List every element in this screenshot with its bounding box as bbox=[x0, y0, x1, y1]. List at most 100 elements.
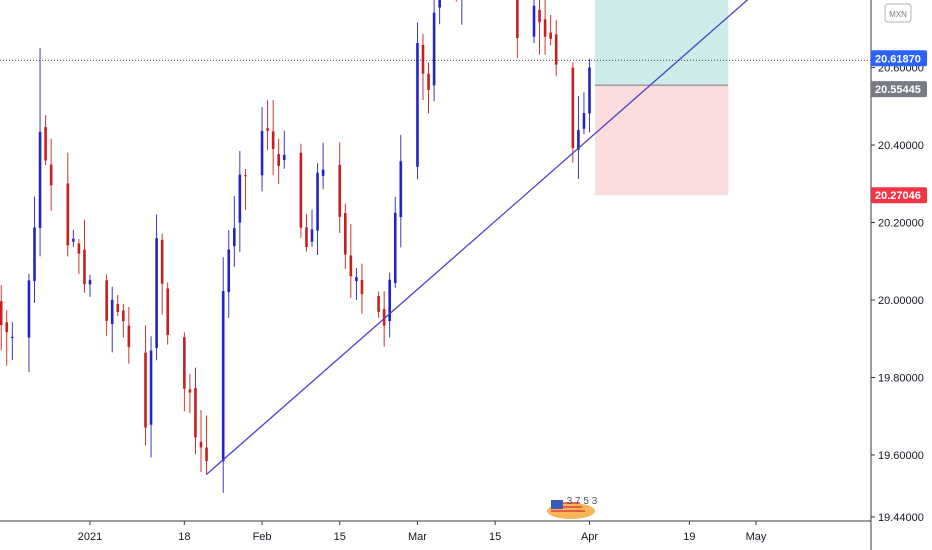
candle-body bbox=[299, 152, 303, 228]
candle-body bbox=[416, 43, 419, 167]
candle bbox=[416, 22, 419, 180]
candle-body bbox=[110, 299, 114, 324]
candle-body bbox=[543, 19, 547, 37]
candle-body bbox=[72, 238, 75, 242]
candle-body bbox=[105, 280, 108, 321]
x-tick-label: Apr bbox=[581, 531, 598, 543]
candle bbox=[461, 0, 463, 25]
candle-body bbox=[516, 0, 519, 38]
candle bbox=[110, 286, 114, 353]
candle-body bbox=[49, 164, 53, 186]
candle-body bbox=[571, 67, 575, 149]
candle bbox=[438, 0, 441, 25]
candle-body bbox=[338, 164, 342, 217]
candle-body bbox=[11, 336, 14, 338]
candle bbox=[393, 196, 397, 288]
y-tick-label: 20.40000 bbox=[878, 140, 924, 152]
position-zones[interactable] bbox=[595, 0, 729, 196]
candle-body bbox=[282, 154, 286, 161]
candle-body bbox=[377, 296, 380, 312]
candle bbox=[538, 0, 541, 55]
candle bbox=[432, 0, 436, 102]
profit-zone[interactable] bbox=[595, 0, 729, 86]
candle-body bbox=[360, 279, 364, 295]
candle-body bbox=[122, 310, 125, 322]
candle bbox=[516, 0, 519, 59]
candle bbox=[321, 142, 325, 190]
candle bbox=[88, 274, 92, 297]
x-tick-label: 15 bbox=[489, 531, 501, 543]
candle-body bbox=[33, 227, 36, 281]
stop-loss-tag-bg bbox=[871, 187, 927, 204]
candle-body bbox=[127, 325, 131, 347]
candle-body bbox=[160, 239, 164, 284]
candle bbox=[277, 138, 280, 185]
candle bbox=[571, 62, 575, 163]
x-tick-label: May bbox=[746, 531, 767, 543]
y-tick-label: 20.00000 bbox=[878, 295, 924, 307]
candle-body bbox=[538, 9, 541, 23]
trendline[interactable] bbox=[206, 0, 856, 475]
candle bbox=[305, 213, 308, 252]
flag-badge-icon bbox=[547, 500, 595, 519]
candle bbox=[49, 138, 53, 211]
candle-body bbox=[549, 32, 552, 39]
currency-badge: MXN bbox=[884, 3, 912, 23]
candle-body bbox=[88, 280, 92, 285]
candle bbox=[399, 134, 403, 248]
candle-body bbox=[260, 131, 264, 176]
x-tick-label: 18 bbox=[178, 531, 190, 543]
y-tick-label: 19.80000 bbox=[878, 373, 924, 385]
candle bbox=[149, 336, 153, 458]
candle bbox=[344, 203, 347, 270]
time-axis[interactable]: 2021 18 Feb 15 Mar 15 Apr 19 May bbox=[78, 521, 767, 543]
candle-body bbox=[316, 172, 319, 231]
candle bbox=[116, 295, 120, 316]
candle-body bbox=[399, 161, 403, 218]
candle-body bbox=[427, 73, 430, 90]
candle-body bbox=[344, 213, 347, 255]
candle bbox=[227, 230, 231, 318]
x-tick-label: 2021 bbox=[78, 531, 102, 543]
y-tick-label: 19.44000 bbox=[878, 512, 924, 524]
candle-body bbox=[266, 128, 269, 131]
candle bbox=[44, 115, 47, 166]
entry-price-tag: 20.55445 bbox=[871, 81, 927, 98]
candle bbox=[72, 229, 75, 247]
candlestick-series bbox=[0, 0, 591, 493]
candle-body bbox=[582, 113, 586, 129]
candle bbox=[338, 142, 342, 233]
candle bbox=[160, 233, 164, 315]
currency-label: MXN bbox=[889, 10, 907, 19]
candle-body bbox=[221, 291, 225, 462]
x-tick-label: 15 bbox=[334, 531, 346, 543]
candle-body bbox=[244, 175, 247, 177]
candle bbox=[5, 310, 9, 366]
candle bbox=[582, 92, 586, 135]
candle bbox=[377, 291, 380, 318]
candle bbox=[205, 415, 208, 475]
candle-body bbox=[438, 0, 441, 8]
candle bbox=[77, 239, 81, 275]
candle-body bbox=[233, 228, 236, 247]
candle-body bbox=[205, 447, 208, 461]
x-tick-label: 19 bbox=[683, 531, 695, 543]
candle-body bbox=[349, 255, 353, 277]
candle bbox=[155, 214, 158, 361]
loss-zone[interactable] bbox=[595, 85, 729, 196]
candle-body bbox=[116, 304, 120, 312]
candle bbox=[221, 257, 225, 493]
candle bbox=[355, 268, 358, 300]
candle bbox=[144, 325, 147, 446]
candle-body bbox=[199, 441, 203, 448]
candle bbox=[122, 303, 125, 338]
candle bbox=[188, 373, 192, 414]
candle-body bbox=[166, 288, 169, 335]
candle bbox=[266, 100, 269, 151]
candle bbox=[166, 282, 169, 345]
candle bbox=[238, 150, 242, 253]
candle-body bbox=[227, 249, 231, 293]
